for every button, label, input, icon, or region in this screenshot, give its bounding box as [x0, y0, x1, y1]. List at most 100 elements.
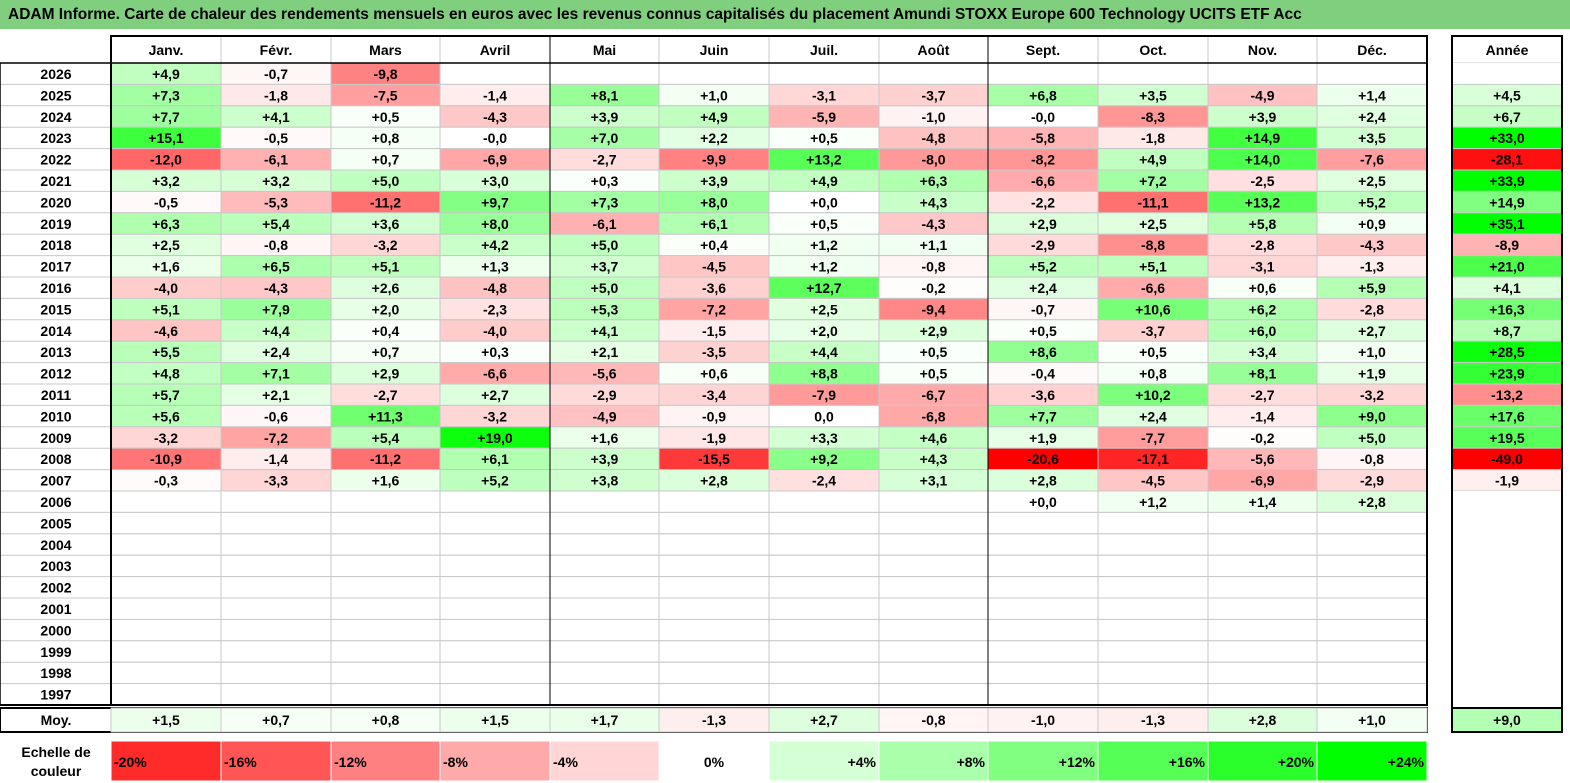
year-label-2021: 2021 — [40, 173, 71, 189]
heat-cell-value-2018-10: -2,8 — [1250, 237, 1274, 253]
heat-cell-2026-4 — [549, 62, 660, 85]
scale-swatch-5 — [658, 740, 770, 782]
heat-cell-1999-11 — [1316, 640, 1428, 663]
annual-value-2017: +21,0 — [1489, 259, 1525, 275]
heat-cell-value-2015-3: -2,3 — [483, 301, 507, 317]
heat-cell-value-2010-5: -0,9 — [702, 408, 726, 424]
year-label-2006: 2006 — [40, 494, 71, 510]
heat-cell-value-2007-7: +3,1 — [920, 473, 948, 489]
heat-cell-value-2009-9: -7,7 — [1141, 430, 1165, 446]
heat-cell-1999-1 — [220, 640, 332, 663]
heat-cell-1999-4 — [549, 640, 660, 663]
heat-cell-1998-5 — [658, 661, 770, 685]
heat-cell-value-2013-6: +4,4 — [810, 344, 838, 360]
heat-cell-value-2019-2: +3,6 — [372, 216, 400, 232]
heat-cell-value-2014-1: +4,4 — [262, 323, 290, 339]
heat-cell-value-2018-11: -4,3 — [1360, 237, 1384, 253]
heat-cell-2003-4 — [549, 554, 660, 578]
heat-cell-value-2018-0: +2,5 — [152, 237, 180, 253]
heat-cell-value-2011-10: -2,7 — [1250, 387, 1274, 403]
heat-cell-value-2021-4: +0,3 — [591, 173, 619, 189]
annual-cell-1997 — [1452, 683, 1562, 705]
heat-cell-value-2012-11: +1,9 — [1358, 366, 1386, 382]
year-label-2026: 2026 — [40, 66, 71, 82]
heat-cell-2001-1 — [220, 597, 332, 620]
heat-cell-value-2014-7: +2,9 — [920, 323, 948, 339]
scale-value-8: +12% — [1059, 754, 1096, 770]
month-header-5: Juin — [700, 42, 729, 58]
year-label-1997: 1997 — [40, 687, 71, 703]
heat-cell-value-2009-10: -0,2 — [1250, 430, 1274, 446]
heat-cell-value-2008-9: -17,1 — [1137, 451, 1169, 467]
scale-value-5: 0% — [704, 754, 725, 770]
heat-cell-2006-1 — [220, 490, 332, 513]
average-value-6: +2,7 — [810, 712, 838, 728]
average-value-0: +1,5 — [152, 712, 180, 728]
average-cell-7 — [878, 707, 989, 733]
annual-cell-2001 — [1452, 598, 1562, 620]
heat-cell-value-2020-1: -5,3 — [264, 194, 288, 210]
heat-cell-value-2023-2: +0,8 — [372, 130, 400, 146]
heat-cell-value-2024-0: +7,7 — [152, 109, 180, 125]
heat-cell-2026-5 — [658, 62, 770, 85]
month-header-9: Oct. — [1139, 42, 1166, 58]
heat-cell-value-2021-3: +3,0 — [481, 173, 509, 189]
heat-cell-1999-7 — [878, 640, 989, 663]
month-header-cell-8 — [987, 35, 1099, 64]
scale-value-6: +4% — [848, 754, 877, 770]
heat-cell-value-2010-8: +7,7 — [1029, 408, 1057, 424]
scale-swatch-6 — [768, 740, 880, 782]
heat-cell-value-2016-0: -4,0 — [154, 280, 178, 296]
year-label-2010: 2010 — [40, 408, 71, 424]
heat-cell-value-2017-3: +1,3 — [481, 259, 509, 275]
month-header-11: Déc. — [1357, 42, 1387, 58]
heat-cell-2004-8 — [987, 533, 1099, 556]
heat-cell-value-2018-3: +4,2 — [481, 237, 509, 253]
heat-cell-2003-8 — [987, 554, 1099, 578]
heat-cell-value-2009-7: +4,6 — [920, 430, 948, 446]
heat-cell-1997-10 — [1207, 683, 1318, 706]
heat-cell-1998-10 — [1207, 661, 1318, 685]
annual-cell-1998 — [1452, 662, 1562, 684]
month-header-cell-0 — [110, 35, 222, 64]
heat-cell-2000-3 — [439, 618, 551, 642]
heat-cell-value-2006-10: +1,4 — [1249, 494, 1277, 510]
average-cell-5 — [658, 707, 770, 733]
heat-cell-value-2017-10: -3,1 — [1250, 259, 1274, 275]
average-cell-3 — [439, 707, 551, 733]
heat-cell-value-2011-9: +10,2 — [1135, 387, 1171, 403]
heat-cell-value-2014-3: -4,0 — [483, 323, 507, 339]
heat-cell-value-2012-2: +2,9 — [372, 366, 400, 382]
annual-value-2011: -13,2 — [1491, 387, 1523, 403]
heat-cell-value-2024-5: +4,9 — [700, 109, 728, 125]
heat-cell-value-2022-8: -8,2 — [1031, 152, 1055, 168]
scale-value-0: -20% — [114, 754, 147, 770]
heat-cell-2001-0 — [110, 597, 222, 620]
annual-value-2014: +8,7 — [1493, 323, 1521, 339]
heat-cell-2002-11 — [1316, 576, 1428, 599]
annual-value-2012: +23,9 — [1489, 366, 1525, 382]
heat-cell-2001-7 — [878, 597, 989, 620]
heat-cell-value-2007-4: +3,8 — [591, 473, 619, 489]
heat-cell-2026-10 — [1207, 62, 1318, 85]
heat-cell-value-2008-3: +6,1 — [481, 451, 509, 467]
heat-cell-2000-10 — [1207, 618, 1318, 642]
year-label-2009: 2009 — [40, 430, 71, 446]
heat-cell-2004-5 — [658, 533, 770, 556]
heat-cell-value-2017-6: +1,2 — [810, 259, 838, 275]
heat-cell-2001-8 — [987, 597, 1099, 620]
heat-cell-value-2023-6: +0,5 — [810, 130, 838, 146]
heat-cell-value-2013-1: +2,4 — [262, 344, 290, 360]
month-header-7: Août — [918, 42, 950, 58]
heat-cell-value-2010-10: -1,4 — [1250, 408, 1274, 424]
heat-cell-value-2016-4: +5,0 — [591, 280, 619, 296]
heat-cell-value-2017-7: -0,8 — [921, 259, 945, 275]
annual-value-2015: +16,3 — [1489, 301, 1525, 317]
heat-cell-value-2014-4: +4,1 — [591, 323, 619, 339]
scale-value-10: +20% — [1278, 754, 1315, 770]
heat-cell-2005-7 — [878, 511, 989, 535]
heat-cell-2026-9 — [1097, 62, 1209, 85]
heat-cell-value-2024-3: -4,3 — [483, 109, 507, 125]
heat-cell-value-2007-11: -2,9 — [1360, 473, 1384, 489]
heat-cell-value-2019-7: -4,3 — [921, 216, 945, 232]
